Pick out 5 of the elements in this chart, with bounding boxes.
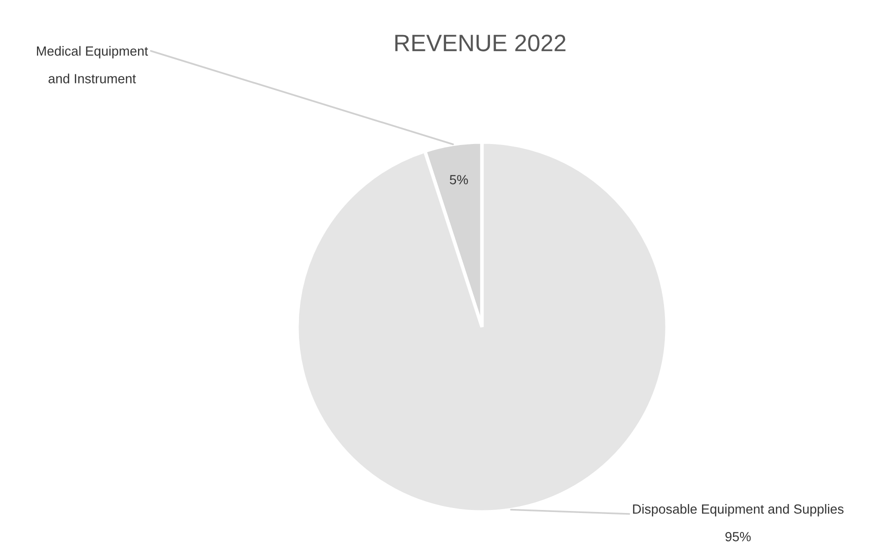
data-label: 95%: [725, 532, 751, 542]
data-label: 5%: [450, 175, 468, 184]
slice-label: Medical Equipment and Instrument: [36, 46, 148, 84]
chart-title: REVENUE 2022: [395, 34, 566, 52]
slice-label: Disposable Equipment and Supplies: [633, 504, 844, 516]
